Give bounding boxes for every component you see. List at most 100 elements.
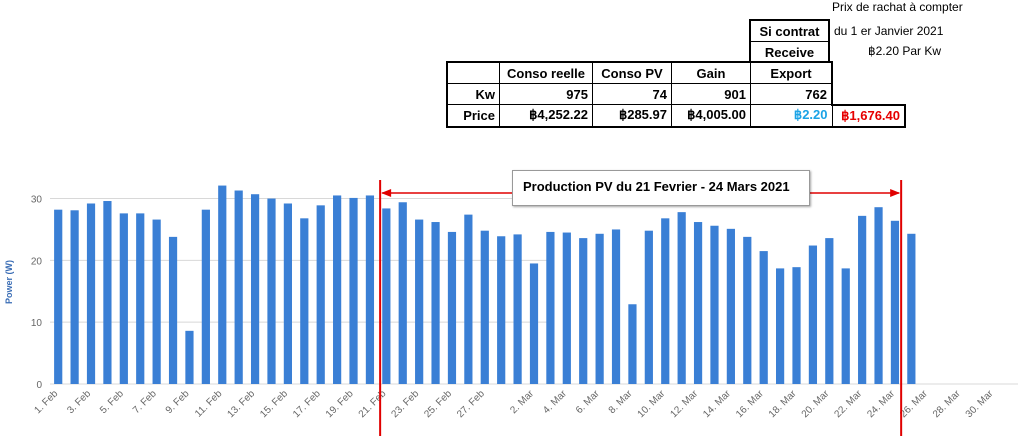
y-axis-label: Power (W) xyxy=(4,260,14,304)
bar xyxy=(726,228,735,384)
price-total: ฿1,676.40 xyxy=(831,103,906,128)
bar xyxy=(415,219,424,384)
bar xyxy=(825,238,834,384)
kw-row: Kw 975 74 901 762 xyxy=(446,83,905,105)
kw-conso-reelle: 975 xyxy=(499,83,593,105)
y-tick-labels: 0 10 20 30 xyxy=(31,195,43,391)
bar xyxy=(316,205,325,384)
x-tick-label: 14. Mar xyxy=(701,388,733,420)
bar xyxy=(431,222,440,384)
bar xyxy=(103,201,112,384)
bar xyxy=(513,234,522,384)
bar xyxy=(743,236,752,384)
price-conso-pv: ฿285.97 xyxy=(592,104,672,128)
header-conso-pv: Conso PV xyxy=(592,61,672,84)
header-export: Export xyxy=(750,61,833,84)
x-tick-label: 26. Mar xyxy=(898,388,930,420)
x-tick-label: 25. Feb xyxy=(422,388,454,420)
bar xyxy=(907,233,916,384)
power-bar-chart: 0 10 20 30 Power (W) 1. Feb 3. Feb 5. Feb 7. F… xyxy=(4,180,1018,436)
bar xyxy=(234,190,243,384)
x-tick-label: 4. Mar xyxy=(541,388,569,416)
blank-cell xyxy=(832,84,905,105)
bar xyxy=(776,268,785,384)
x-tick-label: 12. Mar xyxy=(668,388,700,420)
x-tick-label: 23. Feb xyxy=(390,388,422,420)
bar xyxy=(218,185,227,384)
y-tick-label: 10 xyxy=(31,318,43,329)
contract-table: Si contrat Receive xyxy=(749,19,830,62)
x-tick-label: 18. Mar xyxy=(767,388,799,420)
bar xyxy=(628,304,637,384)
bar xyxy=(890,220,900,384)
range-arrow-right xyxy=(890,189,901,197)
bar xyxy=(595,233,604,384)
x-tick-label: 20. Mar xyxy=(800,388,832,420)
x-tick-labels: 1. Feb 3. Feb 5. Feb 7. Feb 9. Feb 11. Feb 13.… xyxy=(32,388,995,420)
bar xyxy=(858,215,867,384)
bar xyxy=(792,267,801,384)
bar xyxy=(185,330,194,384)
bar xyxy=(808,245,818,384)
bar xyxy=(677,212,686,384)
rate-note-line1: Prix de rachat à compter xyxy=(832,0,963,14)
bar xyxy=(480,230,489,384)
x-tick-label: 27. Feb xyxy=(455,388,487,420)
x-tick-label: 30. Mar xyxy=(964,388,996,420)
y-tick-label: 0 xyxy=(36,380,42,391)
bar xyxy=(152,219,161,384)
y-tick-label: 20 xyxy=(31,256,43,267)
header-gain: Gain xyxy=(671,61,751,84)
bar xyxy=(661,218,670,384)
bar xyxy=(562,232,571,384)
rate-note-value: ฿2.20 Par Kw xyxy=(868,44,942,58)
receive-label: Receive xyxy=(749,41,830,62)
x-tick-label: 5. Feb xyxy=(98,388,126,416)
x-tick-label: 6. Mar xyxy=(574,388,602,416)
bar xyxy=(759,251,768,384)
summary-table: Conso reelle Conso PV Gain Export Kw 975… xyxy=(446,61,906,128)
bar xyxy=(54,209,63,384)
x-tick-label: 11. Feb xyxy=(193,388,225,420)
bar xyxy=(365,195,375,384)
x-tick-label: 17. Feb xyxy=(291,388,323,420)
bar xyxy=(70,210,79,384)
contract-label: Si contrat xyxy=(749,19,830,42)
bar xyxy=(349,197,358,384)
kw-export: 762 xyxy=(750,83,833,105)
header-conso-reelle: Conso reelle xyxy=(499,61,593,84)
bar xyxy=(119,213,128,384)
x-tick-label: 21. Feb xyxy=(357,388,389,420)
x-tick-label: 8. Mar xyxy=(607,388,635,416)
bar xyxy=(201,209,210,384)
x-tick-label: 1. Feb xyxy=(32,388,60,416)
bar xyxy=(168,236,178,384)
kw-conso-pv: 74 xyxy=(592,83,672,105)
x-tick-label: 15. Feb xyxy=(258,388,290,420)
bar xyxy=(693,222,703,384)
bar xyxy=(250,194,260,384)
x-tick-label: 28. Mar xyxy=(931,388,963,420)
x-tick-label: 9. Feb xyxy=(164,388,192,416)
bar xyxy=(841,268,850,384)
bar xyxy=(283,203,292,384)
rate-note-line2: du 1 er Janvier 2021 xyxy=(834,24,944,38)
bar xyxy=(874,207,883,384)
bar xyxy=(447,231,457,384)
blank-cell xyxy=(832,62,905,84)
production-callout: Production PV du 21 Fevrier - 24 Mars 20… xyxy=(512,170,810,206)
bar xyxy=(398,202,407,384)
x-tick-label: 24. Mar xyxy=(865,388,897,420)
kw-label: Kw xyxy=(446,83,500,105)
bar xyxy=(333,195,342,384)
bar xyxy=(529,263,539,384)
bar xyxy=(546,231,555,384)
bar xyxy=(579,238,588,384)
price-label: Price xyxy=(446,104,500,128)
bar xyxy=(710,225,719,384)
x-tick-label: 16. Mar xyxy=(734,388,766,420)
bar xyxy=(382,208,391,384)
x-tick-label: 3. Feb xyxy=(65,388,93,416)
range-arrow-left xyxy=(381,189,392,197)
bars xyxy=(54,185,916,384)
